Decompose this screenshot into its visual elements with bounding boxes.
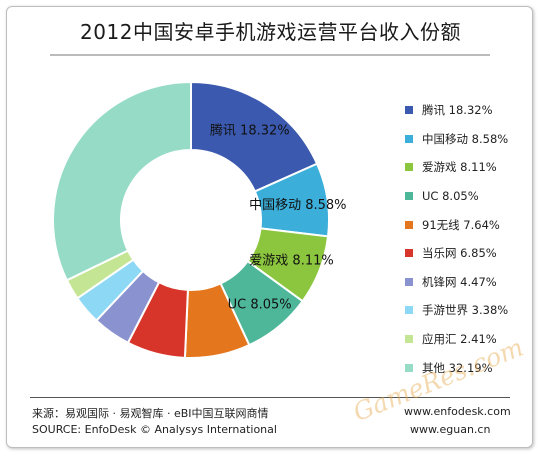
slice-tencent: [190, 80, 319, 193]
chart-title: 2012中国安卓手机游戏运营平台收入份额: [80, 20, 461, 44]
legend-item-91wireless: 91无线 7.64%: [405, 210, 535, 239]
chart-legend: 腾讯 18.32% 中国移动 8.58% 爱游戏 8.11% UC 8.05% 91无线…: [405, 96, 535, 382]
title-divider: [50, 54, 490, 56]
legend-label: 91无线 7.64%: [422, 217, 500, 232]
legend-swatch: [405, 277, 413, 286]
legend-swatch: [405, 306, 413, 315]
slice-label-uc: UC 8.05%: [228, 297, 292, 312]
url-eguan: www.eguan.cn: [410, 423, 491, 436]
legend-label: 中国移动 8.58%: [422, 131, 509, 146]
legend-item-china-mobile: 中国移动 8.58%: [405, 125, 535, 154]
legend-label: 当乐网 6.85%: [422, 246, 497, 261]
legend-label: 应用汇 2.41%: [422, 332, 497, 347]
footer-divider: [30, 397, 510, 398]
legend-label: 其他 32.19%: [422, 360, 493, 375]
url-enfodesk: www.enfodesk.com: [404, 405, 511, 418]
slice-label-aiyouxi: 爱游戏 8.11%: [249, 253, 333, 268]
source-en: SOURCE: EnfoDesk © Analysys Internationa…: [32, 423, 277, 436]
legend-item-uc: UC 8.05%: [405, 182, 535, 211]
legend-item-yingyonghui: 应用汇 2.41%: [405, 325, 535, 354]
legend-item-dangle: 当乐网 6.85%: [405, 239, 535, 268]
legend-swatch: [405, 106, 413, 115]
legend-swatch: [405, 192, 413, 201]
legend-label: 腾讯 18.32%: [422, 103, 493, 118]
legend-swatch: [405, 363, 413, 372]
legend-item-aiyouxi: 爱游戏 8.11%: [405, 153, 535, 182]
legend-label: UC 8.05%: [422, 189, 479, 204]
legend-swatch: [405, 134, 413, 143]
legend-item-jifeng: 机锋网 4.47%: [405, 268, 535, 297]
legend-label: 机锋网 4.47%: [422, 274, 497, 289]
legend-item-tencent: 腾讯 18.32%: [405, 96, 535, 125]
slice-label-tencent: 腾讯 18.32%: [210, 122, 290, 138]
legend-label: 爱游戏 8.11%: [422, 160, 497, 175]
source-cn: 来源：易观国际 · 易观智库 · eBI中国互联网商情: [32, 407, 269, 420]
legend-item-other: 其他 32.19%: [405, 353, 535, 382]
legend-item-shouyou: 手游世界 3.38%: [405, 296, 535, 325]
legend-swatch: [405, 335, 413, 344]
legend-label: 手游世界 3.38%: [422, 303, 509, 318]
slice-other: [52, 80, 192, 282]
legend-swatch: [405, 249, 413, 258]
legend-swatch: [405, 163, 413, 172]
legend-swatch: [405, 220, 413, 229]
slice-label-china-mobile: 中国移动 8.58%: [249, 198, 346, 213]
